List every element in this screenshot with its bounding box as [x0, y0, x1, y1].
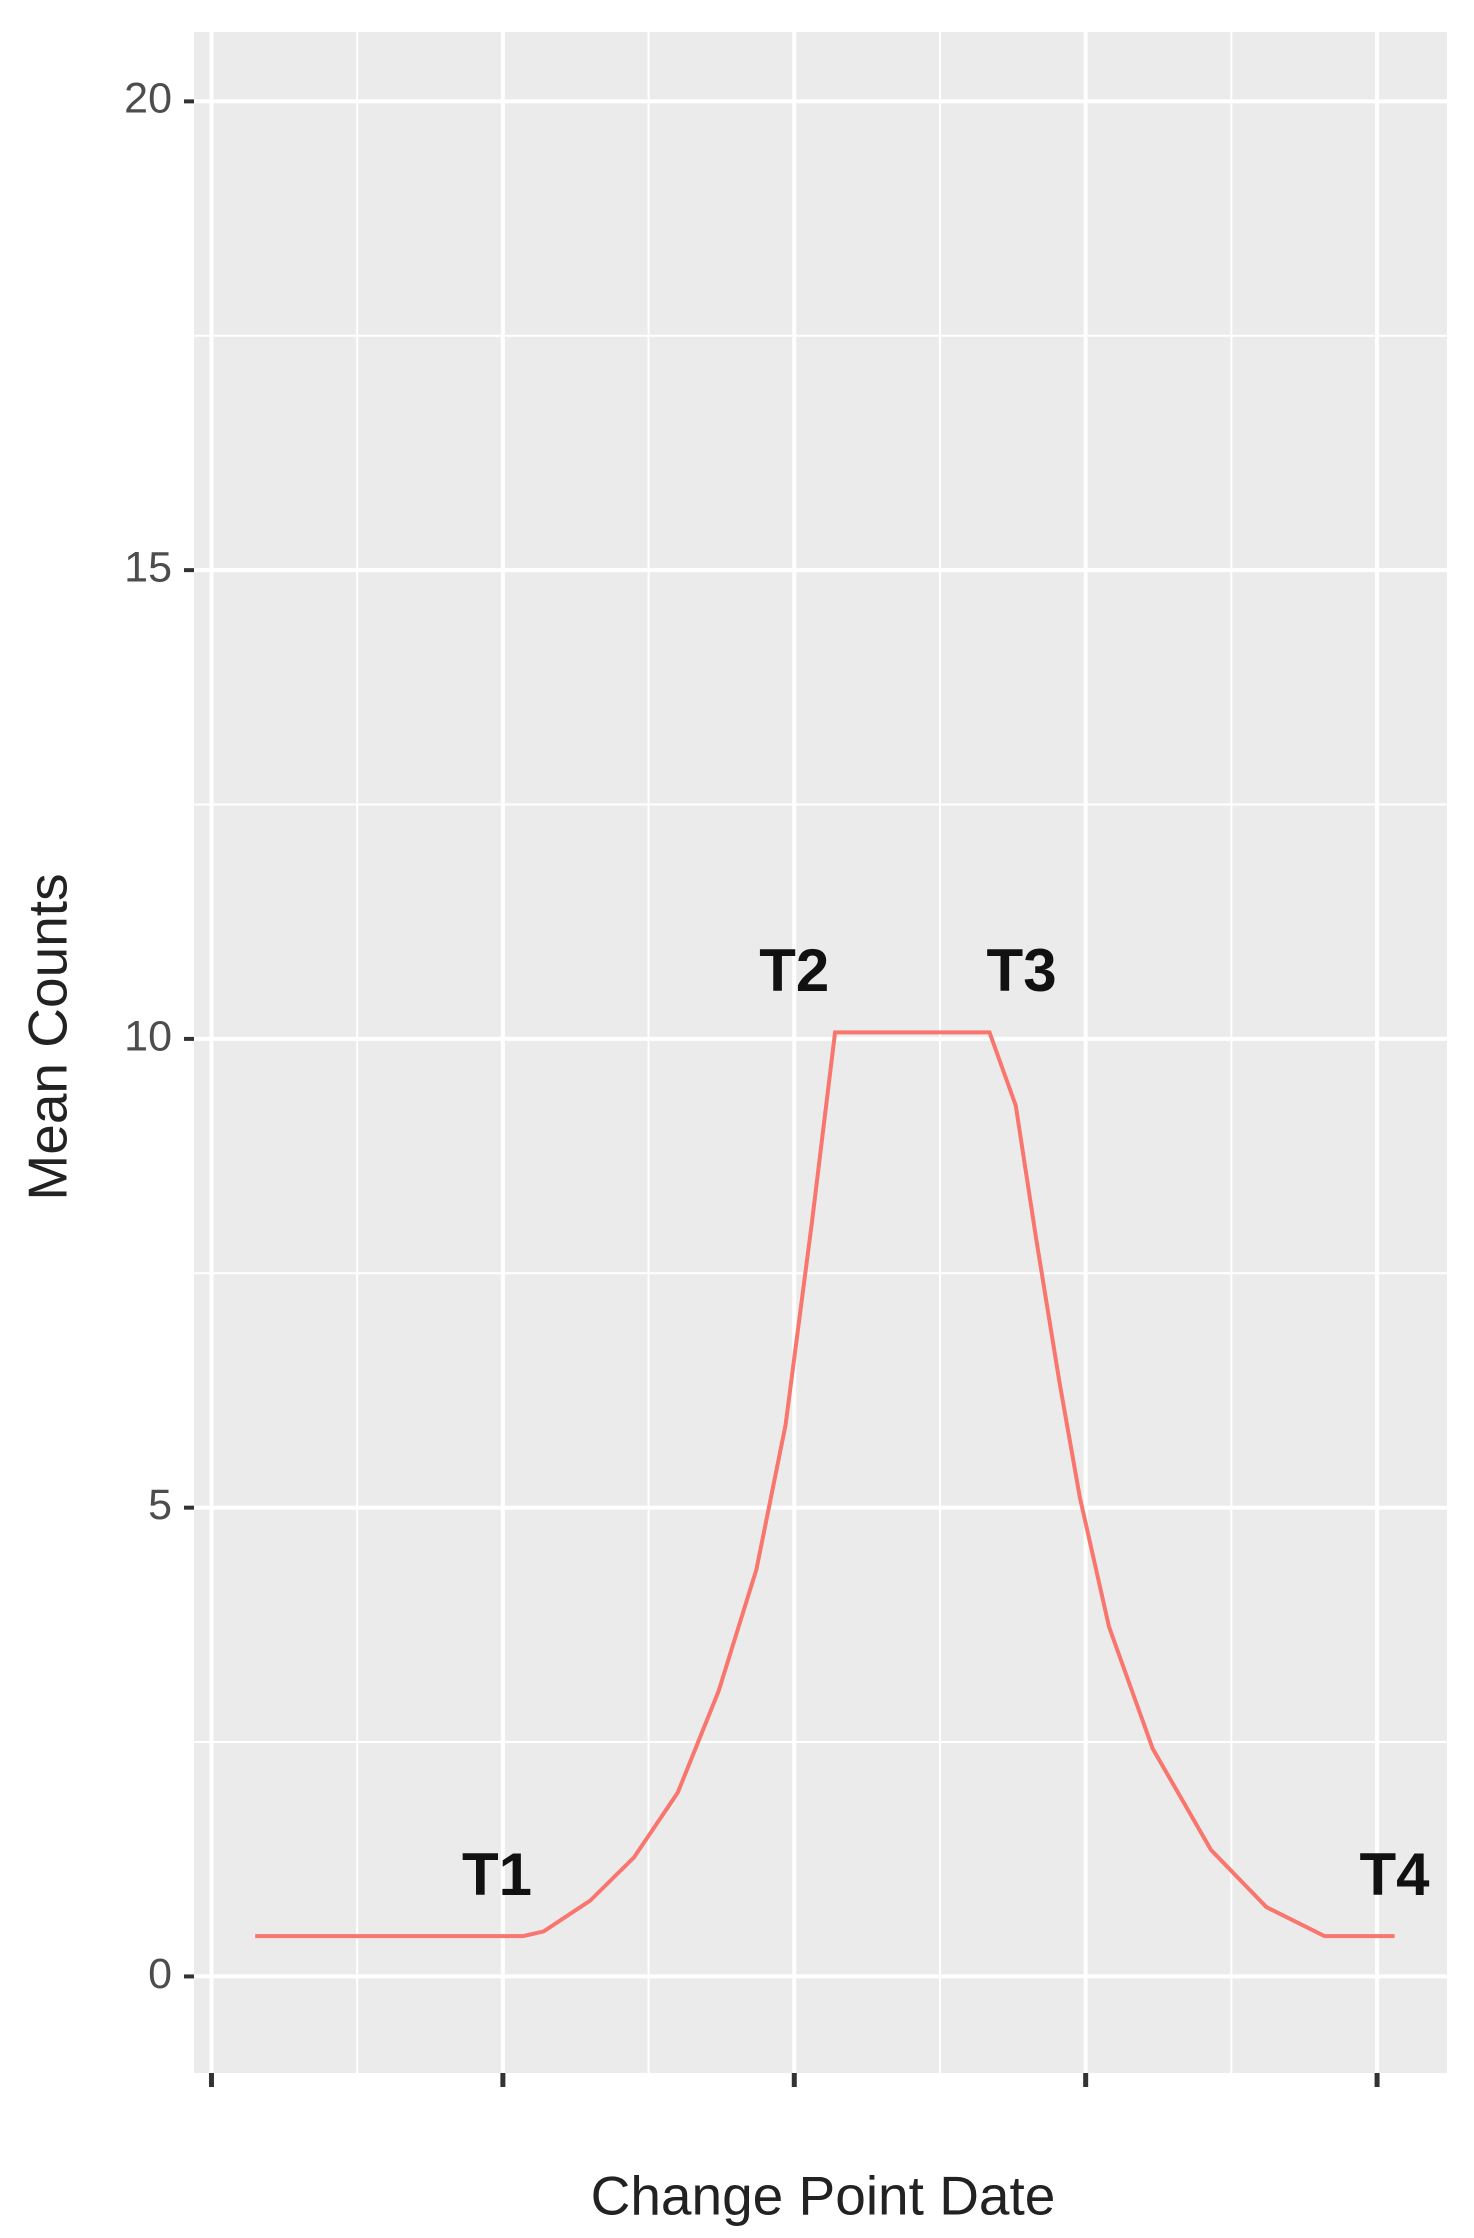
annotation: T1 — [462, 1841, 532, 1908]
x-axis-title: Change Point Date — [591, 2165, 1056, 2227]
y-tick-label: 0 — [148, 1950, 172, 1998]
panel — [194, 32, 1447, 2073]
line — [255, 1030, 1395, 1939]
y-tick-label: 5 — [148, 1481, 172, 1529]
y-tick-label: 10 — [124, 1012, 172, 1060]
y-tick-label: 20 — [124, 75, 172, 123]
annotation: T3 — [987, 937, 1057, 1004]
y-axis-title: Mean Counts — [17, 873, 79, 1200]
annotation: T2 — [759, 937, 829, 1004]
y-tick-label: 15 — [124, 544, 172, 592]
annotation: T4 — [1360, 1841, 1431, 1908]
